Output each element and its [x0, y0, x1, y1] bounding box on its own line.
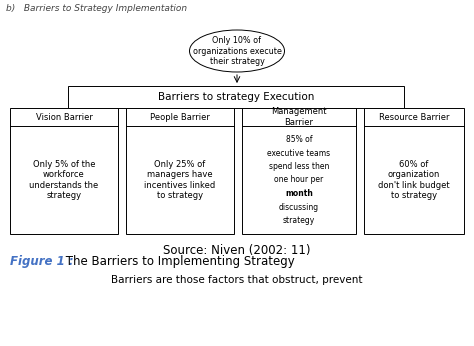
Bar [126, 108, 234, 234]
Text: executive teams: executive teams [267, 148, 330, 157]
Text: Source: Niven (2002: 11): Source: Niven (2002: 11) [163, 244, 311, 257]
Text: one hour per: one hour per [274, 175, 324, 184]
Text: 85% of: 85% of [286, 135, 312, 144]
Text: b)   Barriers to Strategy Implementation: b) Barriers to Strategy Implementation [6, 4, 187, 13]
Text: Only 25% of
managers have
incentives linked
to strategy: Only 25% of managers have incentives lin… [145, 160, 216, 200]
Text: The Barriers to Implementing Strategy: The Barriers to Implementing Strategy [62, 255, 295, 268]
Text: strategy: strategy [283, 216, 315, 225]
Text: Only 10% of
organizations execute
their strategy: Only 10% of organizations execute their … [192, 36, 282, 66]
Ellipse shape [190, 30, 284, 72]
Bar [68, 86, 404, 108]
Text: Figure 1 :: Figure 1 : [10, 255, 73, 268]
Text: Barriers are those factors that obstruct, prevent: Barriers are those factors that obstruct… [111, 275, 363, 285]
Text: Management
Barrier: Management Barrier [271, 107, 327, 127]
Text: Vision Barrier: Vision Barrier [36, 112, 92, 121]
Text: month: month [285, 189, 313, 198]
Bar [10, 108, 118, 234]
Text: Barriers to strategy Execution: Barriers to strategy Execution [158, 92, 314, 102]
Text: 60% of
organization
don't link budget
to strategy: 60% of organization don't link budget to… [378, 160, 450, 200]
Text: spend less then: spend less then [269, 162, 329, 171]
Bar [242, 108, 356, 234]
Text: Only 5% of the
workforce
understands the
strategy: Only 5% of the workforce understands the… [29, 160, 99, 200]
Text: Resource Barrier: Resource Barrier [379, 112, 449, 121]
Text: discussing: discussing [279, 202, 319, 211]
Text: People Barrier: People Barrier [150, 112, 210, 121]
Bar [364, 108, 464, 234]
